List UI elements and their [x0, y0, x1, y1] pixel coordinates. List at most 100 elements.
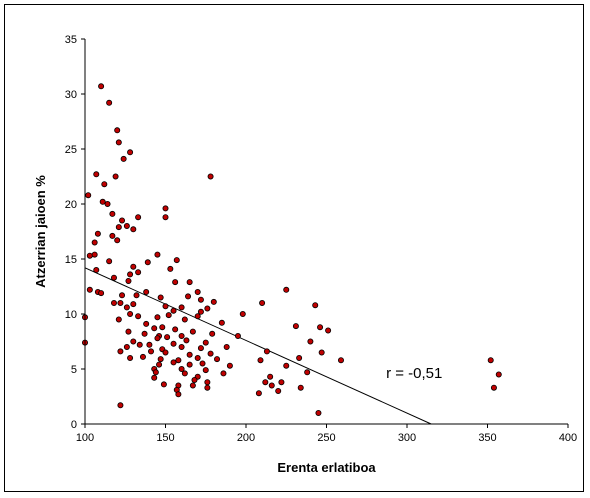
- data-point: [170, 307, 177, 314]
- data-point: [186, 361, 193, 368]
- data-point: [91, 251, 98, 258]
- data-point: [156, 361, 163, 368]
- data-point: [164, 334, 171, 341]
- x-axis-title: Erenta erlatiboa: [277, 460, 376, 475]
- data-point: [172, 326, 179, 333]
- data-point: [146, 341, 153, 348]
- data-point: [207, 350, 214, 357]
- data-point: [162, 303, 169, 310]
- data-point: [93, 171, 100, 178]
- data-point: [170, 359, 177, 366]
- data-point: [91, 239, 98, 246]
- data-point: [170, 340, 177, 347]
- data-point: [151, 325, 158, 332]
- data-point: [114, 127, 121, 134]
- data-point: [99, 198, 106, 205]
- data-point: [130, 263, 137, 270]
- data-point: [175, 391, 182, 398]
- data-point: [152, 369, 159, 376]
- data-point: [218, 319, 225, 326]
- data-point: [175, 357, 182, 364]
- data-point: [139, 353, 146, 360]
- data-point: [255, 390, 262, 397]
- data-point: [315, 409, 322, 416]
- data-point: [495, 371, 502, 378]
- data-point: [130, 338, 137, 345]
- data-point: [98, 290, 105, 297]
- data-point: [178, 343, 185, 350]
- data-point: [297, 384, 304, 391]
- data-point: [135, 269, 142, 276]
- data-point: [207, 173, 214, 180]
- data-point: [204, 379, 211, 386]
- x-tick-label: 300: [398, 432, 416, 444]
- data-point: [136, 341, 143, 348]
- data-point: [86, 286, 93, 293]
- data-point: [307, 338, 314, 345]
- data-point: [257, 357, 264, 364]
- x-tick-label: 100: [76, 432, 94, 444]
- axes: [84, 39, 568, 425]
- data-point: [194, 313, 201, 320]
- data-point: [143, 320, 150, 327]
- data-point: [197, 345, 204, 352]
- data-point: [141, 330, 148, 337]
- data-point: [115, 224, 122, 231]
- data-point: [202, 367, 209, 374]
- data-point: [159, 324, 166, 331]
- scatter-chart: 0 5 10 15 20 25 30 35 100 150 200 250 300 350 400 Atze…: [33, 34, 577, 475]
- x-tick-label: 150: [156, 432, 174, 444]
- data-point: [275, 387, 282, 394]
- y-axis-title: Atzerrian jaioen %: [33, 175, 48, 288]
- data-point: [178, 304, 185, 311]
- data-point: [127, 149, 134, 156]
- data-point: [85, 192, 92, 199]
- axis-ticks: 0 5 10 15 20 25 30 35 100 150 200 250 300 350 400: [65, 34, 577, 444]
- data-point: [109, 210, 116, 217]
- data-point: [183, 337, 190, 344]
- data-point: [234, 332, 241, 339]
- data-point: [154, 314, 161, 321]
- y-tick-label: 20: [65, 199, 77, 211]
- data-point: [144, 259, 151, 266]
- data-point: [162, 214, 169, 221]
- data-point: [119, 292, 126, 299]
- y-tick-label: 30: [65, 89, 77, 101]
- data-point: [165, 312, 172, 319]
- data-point: [194, 354, 201, 361]
- data-point: [125, 328, 132, 335]
- data-point: [220, 370, 227, 377]
- y-tick-label: 5: [71, 364, 77, 376]
- data-point: [172, 279, 179, 286]
- data-point: [278, 379, 285, 386]
- data-point: [185, 293, 192, 300]
- data-point: [194, 288, 201, 295]
- data-point: [202, 339, 209, 346]
- data-point: [154, 251, 161, 258]
- y-tick-label: 15: [65, 254, 77, 266]
- data-point: [101, 181, 108, 188]
- data-point: [214, 356, 221, 363]
- data-point: [283, 286, 290, 293]
- data-point: [93, 266, 100, 273]
- chart-frame: 0 5 10 15 20 25 30 35 100 150 200 250 300 350 400 Atze…: [4, 4, 584, 492]
- data-point: [127, 354, 134, 361]
- data-point: [487, 357, 494, 364]
- data-point: [337, 357, 344, 364]
- data-point: [135, 313, 142, 320]
- data-point: [259, 299, 266, 306]
- data-point: [239, 310, 246, 317]
- trendline-group: [84, 267, 432, 425]
- data-point: [110, 299, 117, 306]
- data-point: [197, 296, 204, 303]
- data-point: [189, 382, 196, 389]
- data-point: [181, 316, 188, 323]
- data-point: [317, 324, 324, 331]
- data-point: [197, 308, 204, 315]
- data-point: [173, 257, 180, 264]
- data-point: [157, 356, 164, 363]
- data-point: [123, 222, 130, 229]
- data-point: [296, 354, 303, 361]
- data-point: [123, 304, 130, 311]
- data-point: [191, 376, 198, 383]
